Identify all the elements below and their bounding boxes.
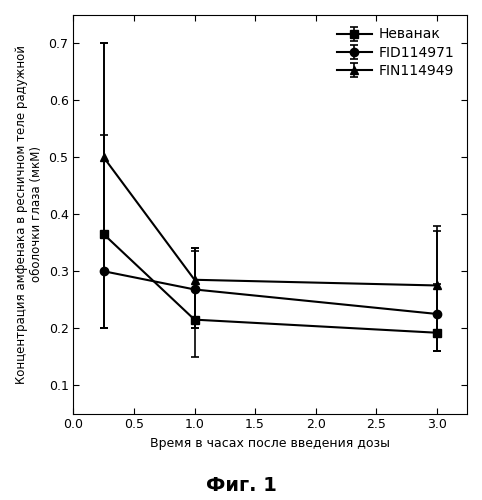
X-axis label: Время в часах после введения дозы: Время в часах после введения дозы <box>150 437 390 450</box>
Y-axis label: Концентрация амфенака в ресничном теле радужной
оболочки глаза (мкМ): Концентрация амфенака в ресничном теле р… <box>15 45 43 384</box>
Legend: Неванак, FID114971, FIN114949: Неванак, FID114971, FIN114949 <box>332 22 460 84</box>
Text: Фиг. 1: Фиг. 1 <box>205 476 277 495</box>
